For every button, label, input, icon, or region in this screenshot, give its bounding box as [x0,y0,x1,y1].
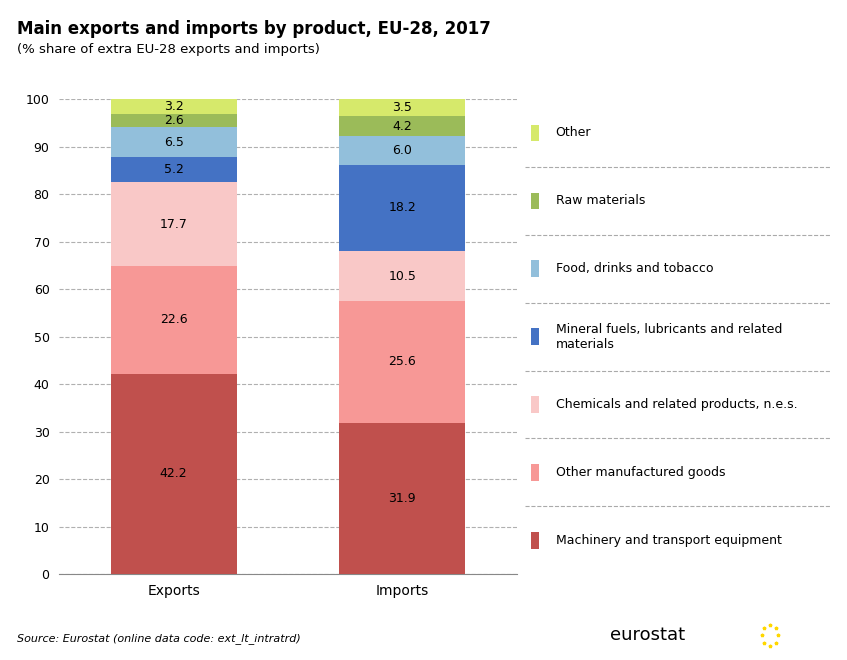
Bar [111,374,236,574]
Bar [111,114,236,127]
Bar [111,158,236,182]
FancyBboxPatch shape [531,193,539,209]
Text: 22.6: 22.6 [160,314,187,327]
Text: 6.0: 6.0 [392,144,412,157]
Bar [340,422,465,574]
Bar [340,116,465,136]
Text: eurostat: eurostat [610,626,685,644]
Text: 6.5: 6.5 [163,135,184,148]
Text: 31.9: 31.9 [389,492,416,505]
Text: 3.5: 3.5 [392,101,412,114]
FancyBboxPatch shape [531,328,539,345]
Text: 4.2: 4.2 [392,119,412,133]
Text: Main exports and imports by product, EU-28, 2017: Main exports and imports by product, EU-… [17,20,490,38]
Bar [340,251,465,301]
Bar [340,136,465,164]
Text: (% share of extra EU-28 exports and imports): (% share of extra EU-28 exports and impo… [17,43,320,56]
Text: Machinery and transport equipment: Machinery and transport equipment [556,534,782,546]
Bar [340,164,465,251]
Text: 10.5: 10.5 [389,269,416,282]
Text: Chemicals and related products, n.e.s.: Chemicals and related products, n.e.s. [556,398,797,411]
Text: 42.2: 42.2 [160,467,187,480]
Bar [340,301,465,422]
Text: Other manufactured goods: Other manufactured goods [556,466,725,479]
Text: 2.6: 2.6 [163,114,184,127]
Text: 3.2: 3.2 [163,100,184,113]
Text: Mineral fuels, lubricants and related
materials: Mineral fuels, lubricants and related ma… [556,323,782,350]
FancyBboxPatch shape [531,464,539,480]
Text: Raw materials: Raw materials [556,194,645,207]
Text: 5.2: 5.2 [163,163,184,176]
FancyBboxPatch shape [531,532,539,548]
Text: 25.6: 25.6 [389,355,416,368]
Bar [111,182,236,266]
Text: Food, drinks and tobacco: Food, drinks and tobacco [556,262,713,275]
FancyBboxPatch shape [531,125,539,141]
Bar [111,266,236,374]
Text: Other: Other [556,127,591,139]
FancyBboxPatch shape [531,396,539,412]
Text: Source: Eurostat (online data code: ext_lt_intratrd): Source: Eurostat (online data code: ext_… [17,632,301,644]
Bar [111,127,236,158]
Text: 18.2: 18.2 [389,201,416,214]
Bar [340,100,465,116]
Text: 17.7: 17.7 [160,218,187,231]
Bar [111,99,236,114]
FancyBboxPatch shape [531,261,539,277]
